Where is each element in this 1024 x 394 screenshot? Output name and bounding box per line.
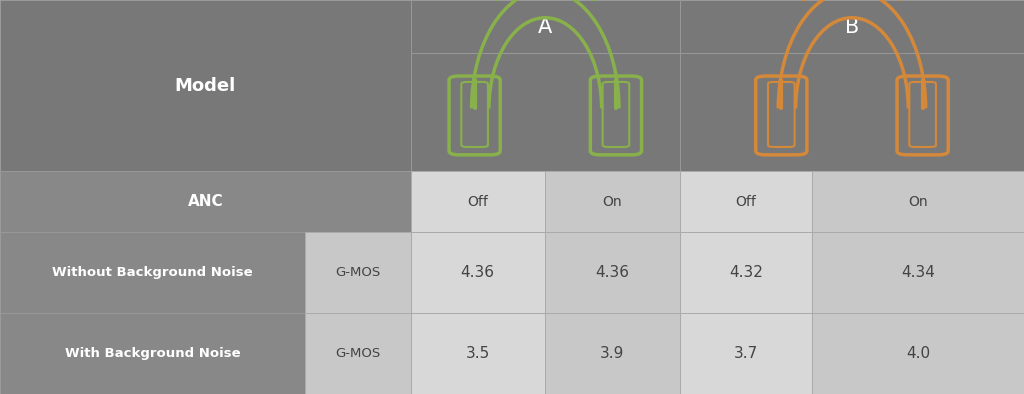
Text: On: On bbox=[602, 195, 623, 209]
Bar bbox=[680, 53, 1024, 171]
Bar bbox=[0, 0, 411, 171]
Text: With Background Noise: With Background Noise bbox=[65, 347, 241, 360]
Text: 4.32: 4.32 bbox=[729, 265, 763, 281]
Bar bbox=[411, 313, 545, 394]
Text: Off: Off bbox=[735, 195, 757, 209]
Text: Off: Off bbox=[467, 195, 488, 209]
Text: Model: Model bbox=[175, 77, 236, 95]
Text: G-MOS: G-MOS bbox=[335, 266, 381, 279]
Bar bbox=[411, 171, 545, 232]
Text: 3.7: 3.7 bbox=[734, 346, 758, 361]
Text: 3.9: 3.9 bbox=[600, 346, 625, 361]
Text: G-MOS: G-MOS bbox=[335, 347, 381, 360]
Bar bbox=[0, 171, 411, 232]
Bar bbox=[0, 232, 305, 313]
Bar bbox=[305, 232, 411, 313]
Text: 4.36: 4.36 bbox=[595, 265, 630, 281]
Bar bbox=[545, 313, 680, 394]
Bar bbox=[680, 0, 1024, 53]
Text: ANC: ANC bbox=[187, 194, 223, 210]
Bar bbox=[812, 232, 1024, 313]
Bar bbox=[680, 313, 812, 394]
Text: 3.5: 3.5 bbox=[466, 346, 489, 361]
Bar bbox=[411, 232, 545, 313]
Bar bbox=[0, 313, 305, 394]
Bar bbox=[680, 232, 812, 313]
Bar bbox=[411, 0, 680, 53]
Bar bbox=[680, 171, 812, 232]
Bar bbox=[305, 313, 411, 394]
Text: 4.0: 4.0 bbox=[906, 346, 930, 361]
Bar bbox=[812, 313, 1024, 394]
Text: B: B bbox=[845, 17, 859, 37]
Text: A: A bbox=[539, 17, 552, 37]
Bar bbox=[545, 232, 680, 313]
Text: Without Background Noise: Without Background Noise bbox=[52, 266, 253, 279]
Bar bbox=[545, 171, 680, 232]
Text: On: On bbox=[908, 195, 928, 209]
Text: 4.34: 4.34 bbox=[901, 265, 935, 281]
Bar bbox=[411, 53, 680, 171]
Bar bbox=[812, 171, 1024, 232]
Text: 4.36: 4.36 bbox=[461, 265, 495, 281]
